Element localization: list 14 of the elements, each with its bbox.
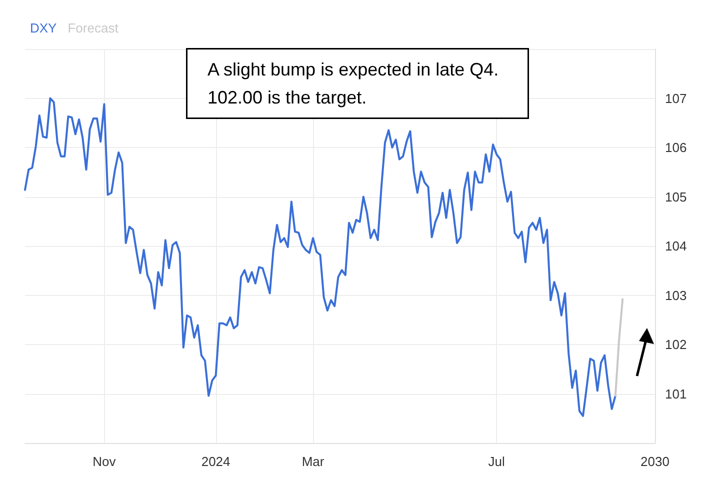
y-tick-label: 102	[665, 337, 687, 352]
y-tick-label: 101	[665, 386, 687, 402]
x-tick-label: Mar	[302, 454, 325, 469]
text: DXY	[30, 20, 58, 36]
y-tick-label: 105	[665, 189, 687, 204]
y-tick-label: 107	[665, 90, 687, 106]
annotation: A slight bump is expected in late Q4. 102.00 is the target.	[208, 60, 504, 108]
y-tick-label: 103	[665, 288, 687, 303]
y-tick-label: 106	[665, 140, 687, 155]
x-tick-label: 2030	[640, 454, 670, 469]
y-tick-label: 104	[665, 238, 687, 254]
x-tick-label: 2024	[201, 454, 230, 469]
x-tick-label: Jul	[488, 454, 506, 469]
x-tick-label: Nov	[92, 454, 116, 469]
